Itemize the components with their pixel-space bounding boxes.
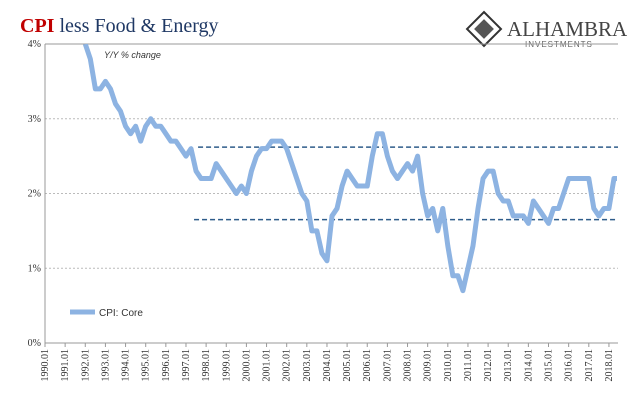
logo-mark — [465, 10, 503, 48]
x-tick-label: 2001.01 — [262, 349, 273, 382]
x-tick-label: 2013.01 — [503, 349, 514, 382]
y-tick-label: 0% — [28, 338, 41, 349]
x-tick-label: 2002.01 — [282, 349, 293, 382]
x-tick-label: 2004.01 — [322, 349, 333, 382]
chart-title: CPI less Food & Energy — [20, 15, 219, 37]
x-tick-label: 1994.01 — [121, 349, 132, 382]
x-tick-label: 1991.01 — [60, 349, 71, 382]
series-line — [82, 44, 617, 294]
x-tick-label: 2015.01 — [544, 349, 555, 382]
logo-mark-inner — [474, 19, 494, 39]
y-tick-label: 2% — [28, 189, 41, 200]
x-tick-label: 1992.01 — [80, 349, 91, 382]
x-tick-label: 2014.01 — [523, 349, 534, 382]
x-tick-label: 1999.01 — [221, 349, 232, 382]
x-tick-label: 1995.01 — [141, 349, 152, 382]
x-tick-label: 2007.01 — [382, 349, 393, 382]
x-tick-label: 2000.01 — [241, 349, 252, 382]
x-tick-label: 1990.01 — [40, 349, 51, 382]
x-tick-label: 1997.01 — [181, 349, 192, 382]
x-tick-label: 2008.01 — [403, 349, 414, 382]
x-tick-label: 2011.01 — [463, 349, 474, 381]
plot-area — [82, 44, 617, 294]
x-tick-label: 2010.01 — [443, 349, 454, 382]
x-tick-label: 2018.01 — [604, 349, 615, 382]
y-tick-label: 1% — [28, 263, 41, 274]
x-tick-label: 1998.01 — [201, 349, 212, 382]
x-tick-label: 2012.01 — [483, 349, 494, 382]
subtitle: Y/Y % change — [104, 50, 161, 60]
title-highlight: CPI — [20, 15, 55, 37]
x-tick-label: 1993.01 — [100, 349, 111, 382]
title-text: less Food & Energy — [59, 15, 218, 37]
x-tick-label: 2009.01 — [423, 349, 434, 382]
x-tick-label: 2006.01 — [362, 349, 373, 382]
legend-label: CPI: Core — [99, 308, 143, 319]
x-tick-label: 2005.01 — [342, 349, 353, 382]
logo-name: ALHAMBRA — [507, 17, 628, 41]
y-tick-label: 3% — [28, 114, 41, 125]
x-tick-label: 2017.01 — [584, 349, 595, 382]
x-tick-label: 1996.01 — [161, 349, 172, 382]
x-tick-label: 2016.01 — [564, 349, 575, 382]
y-tick-label: 4% — [28, 39, 41, 50]
x-tick-label: 2003.01 — [302, 349, 313, 382]
logo: ALHAMBRA INVESTMENTS — [465, 10, 628, 49]
